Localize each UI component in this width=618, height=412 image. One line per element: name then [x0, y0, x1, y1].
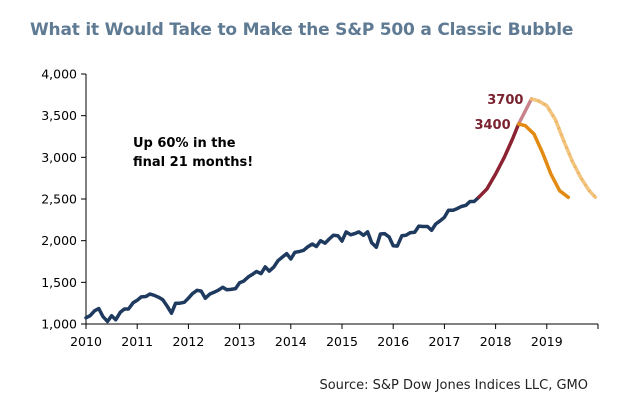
- series-line-4: [529, 97, 598, 200]
- annotation-line: final 21 months!: [133, 155, 253, 170]
- y-tick-label: 2,500: [41, 192, 77, 207]
- axes: 1,000 1,500 2,000 2,500 3,000 3,500 4,000 2010 2…: [41, 67, 599, 349]
- y-tick-label: 4,000: [41, 67, 77, 82]
- series-line-3: [516, 122, 571, 200]
- series-layer: [84, 97, 598, 324]
- x-tick-label: 2013: [224, 334, 256, 349]
- x-tick-label: 2015: [326, 334, 358, 349]
- labels-layer: 3700 3400 Up 60% in the final 21 months!: [133, 93, 523, 170]
- x-tick-label: 2014: [275, 334, 307, 349]
- annotation-line: Up 60% in the: [133, 136, 236, 151]
- y-tick-label: 2,000: [41, 233, 77, 248]
- series-line-1: [476, 122, 521, 200]
- x-tick-label: 2019: [531, 334, 563, 349]
- series-line-2: [516, 97, 534, 126]
- y-tick-label: 3,500: [41, 108, 77, 123]
- series-line-0: [84, 195, 481, 324]
- x-tick-label: 2011: [121, 334, 153, 349]
- x-tick-label: 2018: [480, 334, 512, 349]
- x-tick-label: 2016: [377, 334, 409, 349]
- y-tick-label: 1,000: [41, 317, 77, 332]
- y-tick-label: 1,500: [41, 275, 77, 290]
- x-tick-label: 2012: [172, 334, 204, 349]
- y-tick-label: 3,000: [41, 150, 77, 165]
- x-tick-label: 2010: [70, 334, 102, 349]
- source-note: Source: S&P Dow Jones Indices LLC, GMO: [319, 378, 588, 393]
- x-tick-label: 2017: [428, 334, 460, 349]
- peak-label-3700: 3700: [487, 93, 523, 108]
- peak-label-3400: 3400: [474, 118, 510, 133]
- chart-title: What it Would Take to Make the S&P 500 a…: [30, 20, 574, 40]
